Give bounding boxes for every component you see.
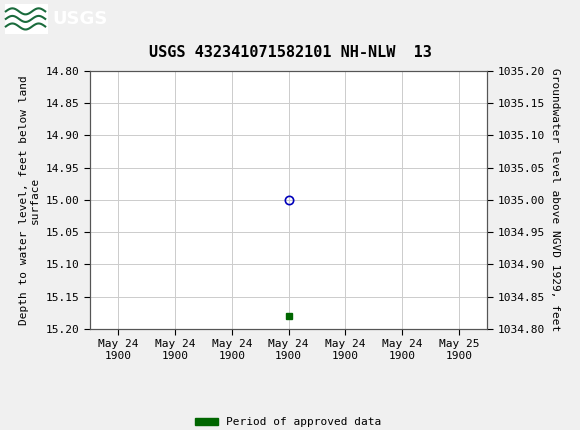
Y-axis label: Groundwater level above NGVD 1929, feet: Groundwater level above NGVD 1929, feet: [550, 68, 560, 332]
Bar: [5, 4, 48, 34]
Text: USGS: USGS: [52, 10, 107, 28]
Legend: Period of approved data: Period of approved data: [191, 413, 386, 430]
Y-axis label: Depth to water level, feet below land
surface: Depth to water level, feet below land su…: [19, 75, 40, 325]
Text: USGS 432341071582101 NH-NLW  13: USGS 432341071582101 NH-NLW 13: [148, 45, 432, 60]
